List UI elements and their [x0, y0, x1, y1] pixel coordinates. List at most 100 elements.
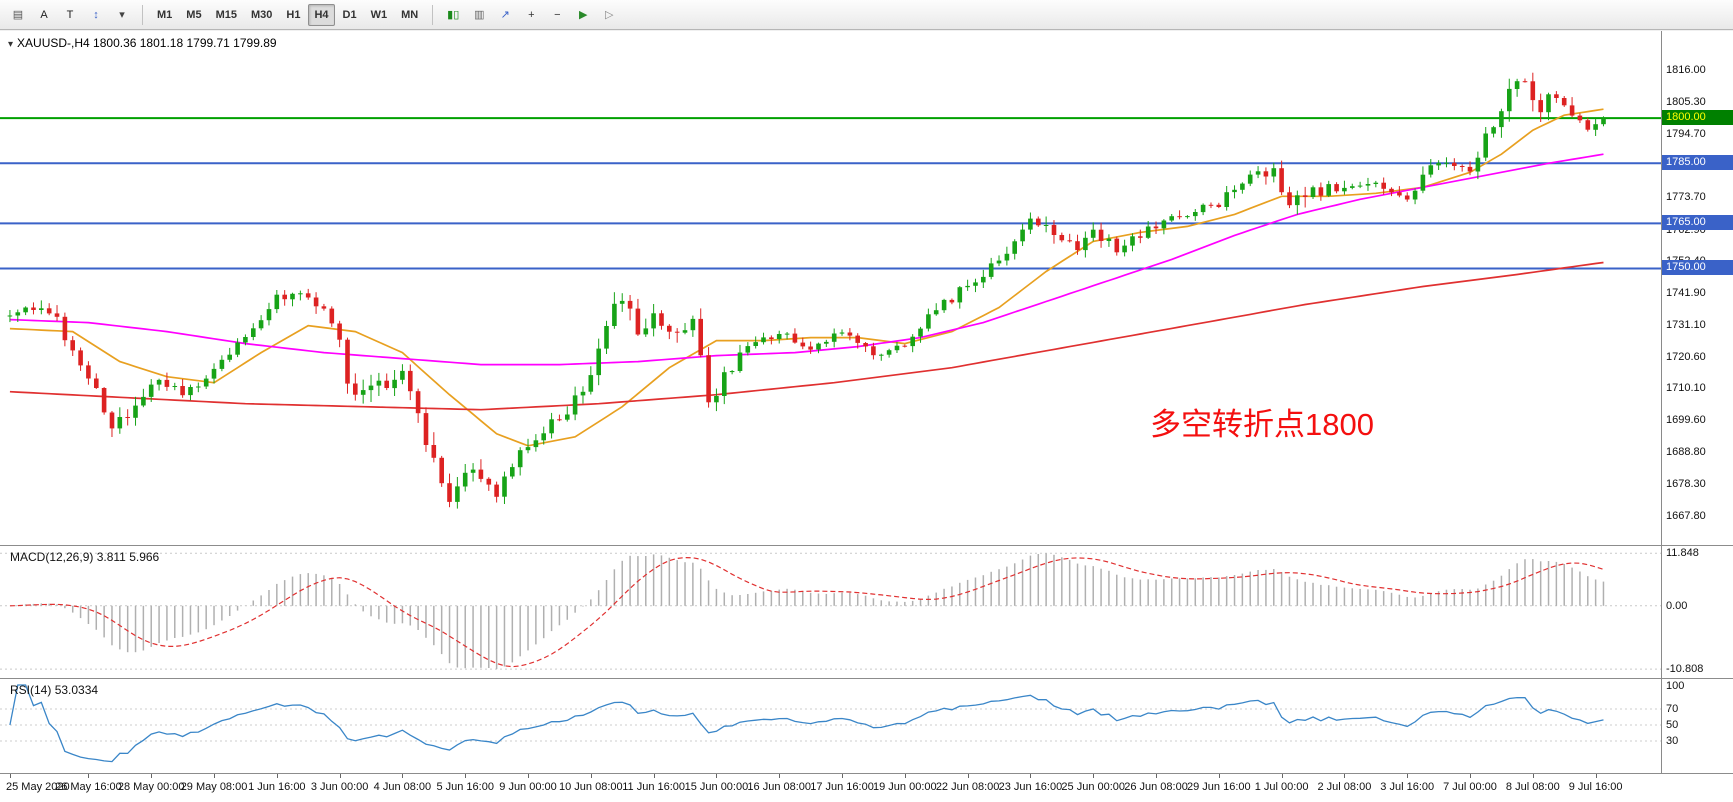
scale-label: 1667.80 — [1666, 510, 1706, 522]
rsi-scale[interactable]: 100 70 50 30 — [1661, 679, 1733, 773]
time-axis-tick — [88, 774, 90, 778]
time-axis-tick — [1470, 774, 1472, 778]
auto-scroll-icon[interactable]: ▶ — [571, 4, 595, 26]
timeframe-H4[interactable]: H4 — [308, 3, 335, 26]
rsi-chart-canvas[interactable] — [0, 679, 1661, 773]
text-label-tool-icon[interactable]: A — [32, 4, 56, 26]
price-line-badge: 1800.00 — [1662, 110, 1733, 125]
macd-signal-line — [9, 556, 1604, 668]
chart-list-icon[interactable]: ▤ — [6, 4, 30, 26]
scale-label: 11.848 — [1666, 547, 1699, 559]
scale-label: 1731.10 — [1666, 319, 1706, 331]
price-pane[interactable]: ▾ XAUUSD-,H4 1800.36 1801.18 1799.71 1799… — [0, 31, 1733, 545]
symbol-marker-icon: ▾ — [8, 39, 14, 50]
time-axis-label: 29 May 08:00 — [180, 781, 248, 793]
fast-ma-orange — [9, 108, 1604, 447]
time-axis-label: 7 Jul 00:00 — [1443, 781, 1497, 793]
rsi-label: RSI(14) 53.0334 — [10, 683, 98, 697]
macd-value-signal: 5.966 — [129, 550, 160, 564]
timeframe-MN[interactable]: MN — [395, 4, 424, 26]
time-axis-tick — [716, 774, 718, 778]
mid-ma-magenta — [9, 153, 1604, 366]
time-axis-label: 25 May 2020 — [6, 781, 70, 793]
time-axis-label: 8 Jul 08:00 — [1505, 781, 1560, 793]
timeframe-M5[interactable]: M5 — [180, 4, 207, 26]
chart-shift-icon[interactable]: ▷ — [597, 4, 621, 26]
scale-label: 1773.70 — [1666, 191, 1706, 203]
scale-label: 1794.70 — [1666, 128, 1706, 140]
time-axis-tick — [1344, 774, 1346, 778]
price-chart-canvas[interactable] — [0, 31, 1661, 545]
scale-label: 70 — [1666, 703, 1679, 715]
bar-chart-icon[interactable]: ▥ — [467, 4, 491, 26]
zoom-in-icon[interactable]: + — [519, 4, 543, 26]
time-axis-tick — [151, 774, 153, 778]
time-axis-tick — [1218, 774, 1220, 778]
time-axis[interactable]: 25 May 2020 26 May 16:00 28 May 00:00 29 Ma… — [0, 773, 1733, 802]
price-scale[interactable]: 1816.001805.301794.701784.201773.701762.… — [1661, 31, 1733, 545]
scale-label: 30 — [1666, 735, 1679, 747]
chart-title: ▾ XAUUSD-,H4 1800.36 1801.18 1799.71 1799… — [8, 36, 277, 50]
time-axis-tick — [1093, 774, 1095, 778]
time-axis-label: 19 Jun 00:00 — [873, 781, 937, 793]
time-axis-tick — [1281, 774, 1283, 778]
scale-label: 100 — [1666, 680, 1685, 692]
time-axis-label: 28 May 00:00 — [117, 781, 185, 793]
timeframe-H1[interactable]: H1 — [280, 4, 306, 26]
time-axis-tick — [1595, 774, 1597, 778]
time-axis-tick — [465, 774, 467, 778]
time-axis-tick — [1156, 774, 1158, 778]
macd-value-main: 3.811 — [96, 550, 126, 564]
timeframe-M30[interactable]: M30 — [245, 4, 278, 26]
timeframe-D1[interactable]: D1 — [337, 4, 363, 26]
annotation-text: 多空转折点1800 — [1150, 407, 1374, 442]
line-chart-icon[interactable]: ↗ — [493, 4, 517, 26]
time-axis-label: 26 May 16:00 — [55, 781, 122, 793]
time-axis-label: 11 Jun 16:00 — [622, 781, 686, 793]
time-axis-label: 25 Jun 00:00 — [1061, 781, 1126, 793]
scale-label: 1710.10 — [1666, 382, 1706, 394]
time-axis-tick — [590, 774, 592, 778]
arrange-tool-icon[interactable]: ↕ — [84, 4, 108, 26]
macd-scale[interactable]: 11.848 0.00 -10.808 — [1661, 546, 1733, 678]
rsi-line — [9, 684, 1604, 763]
main-toolbar: ▤ A T ↕ ▾ M1 M5 M15 M30 H1 H4 D1 W1 MN ▮▯ ▥ ↗ + − ▶ ▷ — [0, 0, 1733, 30]
zoom-out-icon[interactable]: − — [545, 4, 569, 26]
time-axis-label: 16 Jun 08:00 — [747, 781, 812, 793]
time-axis-label: 23 Jun 16:00 — [998, 781, 1063, 793]
toolbar-separator — [142, 4, 143, 25]
scale-label: 1805.30 — [1666, 96, 1706, 108]
time-axis-label: 5 Jun 16:00 — [436, 781, 494, 793]
candlestick-chart-icon[interactable]: ▮▯ — [441, 4, 465, 26]
time-axis-tick — [1030, 774, 1032, 778]
toolbar-separator — [432, 4, 434, 25]
scale-label: 1720.60 — [1666, 351, 1706, 363]
macd-chart-canvas[interactable] — [0, 546, 1661, 678]
chart-window: ▾ XAUUSD-,H4 1800.36 1801.18 1799.71 1799… — [0, 31, 1733, 802]
time-axis-label: 3 Jul 16:00 — [1380, 781, 1435, 793]
price-line-badge: 1765.00 — [1662, 215, 1733, 230]
tool-dropdown-icon[interactable]: ▾ — [110, 4, 134, 26]
text-box-tool-icon[interactable]: T — [58, 4, 82, 26]
price-line-badge: 1750.00 — [1662, 260, 1733, 275]
time-axis-label: 3 Jun 00:00 — [310, 781, 369, 793]
time-axis-tick — [967, 774, 969, 778]
time-axis-tick — [276, 774, 278, 778]
timeframe-M1[interactable]: M1 — [151, 4, 178, 26]
scale-label: 1816.00 — [1666, 64, 1706, 76]
time-axis-tick — [214, 774, 216, 778]
time-axis-label: 29 Jun 16:00 — [1187, 781, 1251, 793]
time-axis-label: 22 Jun 08:00 — [935, 781, 1000, 793]
scale-label: 1678.30 — [1666, 478, 1706, 490]
rsi-pane[interactable]: RSI(14) 53.0334 100 70 50 30 — [0, 678, 1733, 773]
timeframe-M15[interactable]: M15 — [210, 4, 243, 26]
time-axis-tick — [842, 774, 844, 778]
scale-label: 0.00 — [1666, 600, 1688, 612]
time-axis-tick — [339, 774, 341, 778]
scale-label: -10.808 — [1666, 663, 1704, 675]
time-axis-tick — [402, 774, 404, 778]
macd-pane[interactable]: MACD(12,26,9) 3.811 5.966 11.848 0.00 -10.… — [0, 545, 1733, 678]
timeframe-W1[interactable]: W1 — [365, 4, 394, 26]
time-axis-tick — [528, 774, 530, 778]
scale-label: 1688.80 — [1666, 446, 1706, 458]
